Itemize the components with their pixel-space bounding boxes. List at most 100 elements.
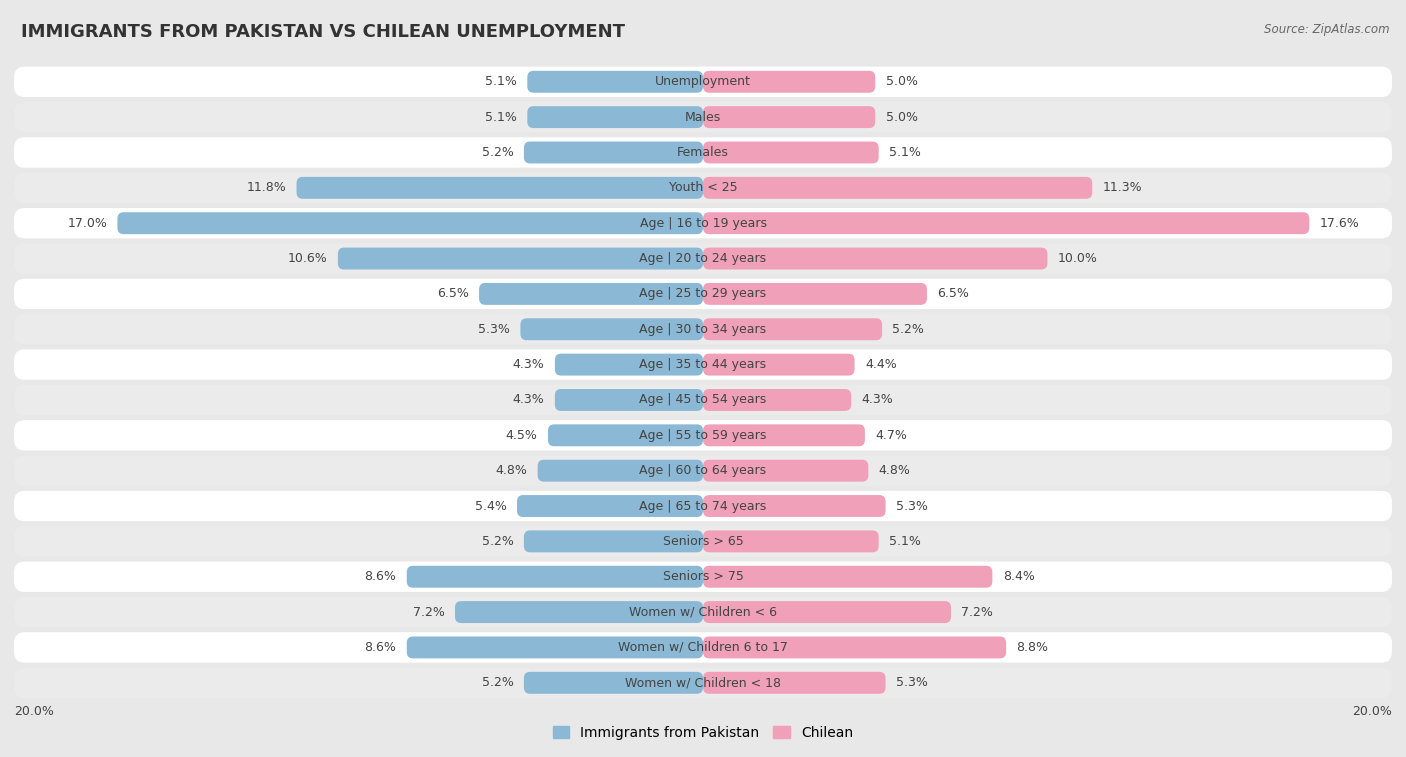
Text: 5.2%: 5.2% <box>482 535 513 548</box>
FancyBboxPatch shape <box>456 601 703 623</box>
Text: Age | 30 to 34 years: Age | 30 to 34 years <box>640 322 766 336</box>
Text: IMMIGRANTS FROM PAKISTAN VS CHILEAN UNEMPLOYMENT: IMMIGRANTS FROM PAKISTAN VS CHILEAN UNEM… <box>21 23 626 41</box>
Text: Unemployment: Unemployment <box>655 75 751 89</box>
FancyBboxPatch shape <box>703 71 875 93</box>
FancyBboxPatch shape <box>703 601 950 623</box>
FancyBboxPatch shape <box>14 385 1392 415</box>
FancyBboxPatch shape <box>479 283 703 305</box>
FancyBboxPatch shape <box>555 389 703 411</box>
Legend: Immigrants from Pakistan, Chilean: Immigrants from Pakistan, Chilean <box>547 720 859 746</box>
Text: 8.8%: 8.8% <box>1017 641 1049 654</box>
Text: 7.2%: 7.2% <box>962 606 993 618</box>
FancyBboxPatch shape <box>406 565 703 587</box>
Text: Women w/ Children < 6: Women w/ Children < 6 <box>628 606 778 618</box>
FancyBboxPatch shape <box>527 106 703 128</box>
Text: 4.5%: 4.5% <box>506 428 537 442</box>
Text: Women w/ Children < 18: Women w/ Children < 18 <box>626 676 780 690</box>
FancyBboxPatch shape <box>14 173 1392 203</box>
FancyBboxPatch shape <box>520 318 703 340</box>
FancyBboxPatch shape <box>703 212 1309 234</box>
FancyBboxPatch shape <box>703 425 865 447</box>
Text: 10.0%: 10.0% <box>1057 252 1098 265</box>
Text: 10.6%: 10.6% <box>288 252 328 265</box>
FancyBboxPatch shape <box>14 456 1392 486</box>
Text: 4.4%: 4.4% <box>865 358 897 371</box>
Text: 6.5%: 6.5% <box>437 288 468 301</box>
FancyBboxPatch shape <box>14 597 1392 628</box>
Text: 4.3%: 4.3% <box>862 394 893 407</box>
Text: 5.1%: 5.1% <box>485 111 517 123</box>
Text: 11.3%: 11.3% <box>1102 182 1142 195</box>
FancyBboxPatch shape <box>406 637 703 659</box>
FancyBboxPatch shape <box>14 314 1392 344</box>
FancyBboxPatch shape <box>703 354 855 375</box>
FancyBboxPatch shape <box>14 562 1392 592</box>
FancyBboxPatch shape <box>703 531 879 553</box>
FancyBboxPatch shape <box>337 248 703 269</box>
Text: 5.3%: 5.3% <box>896 676 928 690</box>
FancyBboxPatch shape <box>14 632 1392 662</box>
FancyBboxPatch shape <box>537 459 703 481</box>
FancyBboxPatch shape <box>14 279 1392 309</box>
FancyBboxPatch shape <box>14 491 1392 522</box>
Text: 4.3%: 4.3% <box>513 394 544 407</box>
FancyBboxPatch shape <box>517 495 703 517</box>
Text: Seniors > 75: Seniors > 75 <box>662 570 744 583</box>
Text: Males: Males <box>685 111 721 123</box>
FancyBboxPatch shape <box>703 283 927 305</box>
Text: 20.0%: 20.0% <box>1353 705 1392 718</box>
FancyBboxPatch shape <box>703 248 1047 269</box>
FancyBboxPatch shape <box>14 102 1392 132</box>
Text: 8.6%: 8.6% <box>364 641 396 654</box>
Text: 17.6%: 17.6% <box>1320 217 1360 229</box>
Text: 8.4%: 8.4% <box>1002 570 1035 583</box>
Text: Age | 25 to 29 years: Age | 25 to 29 years <box>640 288 766 301</box>
Text: 5.1%: 5.1% <box>889 146 921 159</box>
Text: Source: ZipAtlas.com: Source: ZipAtlas.com <box>1264 23 1389 36</box>
Text: 5.3%: 5.3% <box>896 500 928 512</box>
FancyBboxPatch shape <box>14 526 1392 556</box>
FancyBboxPatch shape <box>703 495 886 517</box>
Text: 5.2%: 5.2% <box>482 676 513 690</box>
Text: Age | 60 to 64 years: Age | 60 to 64 years <box>640 464 766 477</box>
FancyBboxPatch shape <box>14 67 1392 97</box>
Text: Females: Females <box>678 146 728 159</box>
FancyBboxPatch shape <box>703 177 1092 199</box>
Text: 17.0%: 17.0% <box>67 217 107 229</box>
FancyBboxPatch shape <box>703 318 882 340</box>
Text: Age | 65 to 74 years: Age | 65 to 74 years <box>640 500 766 512</box>
Text: 4.8%: 4.8% <box>495 464 527 477</box>
FancyBboxPatch shape <box>14 137 1392 168</box>
Text: Women w/ Children 6 to 17: Women w/ Children 6 to 17 <box>619 641 787 654</box>
FancyBboxPatch shape <box>703 106 875 128</box>
Text: Age | 45 to 54 years: Age | 45 to 54 years <box>640 394 766 407</box>
FancyBboxPatch shape <box>14 350 1392 380</box>
Text: 5.2%: 5.2% <box>482 146 513 159</box>
FancyBboxPatch shape <box>524 142 703 164</box>
FancyBboxPatch shape <box>703 637 1007 659</box>
FancyBboxPatch shape <box>703 459 869 481</box>
FancyBboxPatch shape <box>703 565 993 587</box>
Text: 4.3%: 4.3% <box>513 358 544 371</box>
Text: 5.0%: 5.0% <box>886 111 918 123</box>
FancyBboxPatch shape <box>524 672 703 693</box>
FancyBboxPatch shape <box>548 425 703 447</box>
Text: 20.0%: 20.0% <box>14 705 53 718</box>
Text: 11.8%: 11.8% <box>246 182 287 195</box>
FancyBboxPatch shape <box>703 672 886 693</box>
FancyBboxPatch shape <box>703 142 879 164</box>
Text: Age | 55 to 59 years: Age | 55 to 59 years <box>640 428 766 442</box>
FancyBboxPatch shape <box>14 420 1392 450</box>
FancyBboxPatch shape <box>703 389 851 411</box>
Text: Age | 35 to 44 years: Age | 35 to 44 years <box>640 358 766 371</box>
FancyBboxPatch shape <box>14 243 1392 274</box>
Text: Age | 16 to 19 years: Age | 16 to 19 years <box>640 217 766 229</box>
Text: 5.4%: 5.4% <box>475 500 506 512</box>
FancyBboxPatch shape <box>555 354 703 375</box>
FancyBboxPatch shape <box>527 71 703 93</box>
Text: 4.8%: 4.8% <box>879 464 911 477</box>
FancyBboxPatch shape <box>14 668 1392 698</box>
Text: 6.5%: 6.5% <box>938 288 969 301</box>
Text: Youth < 25: Youth < 25 <box>669 182 737 195</box>
FancyBboxPatch shape <box>14 208 1392 238</box>
